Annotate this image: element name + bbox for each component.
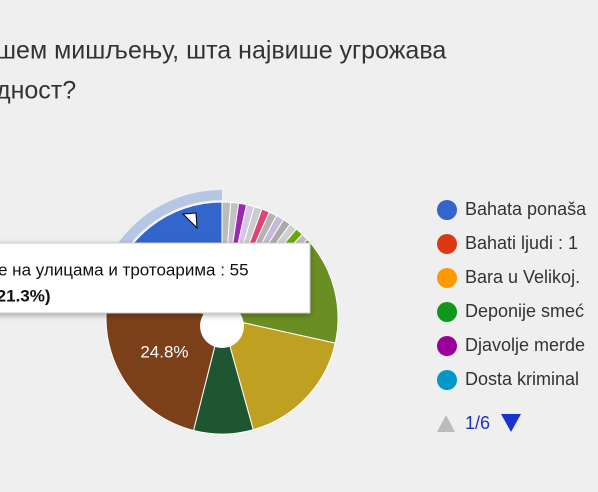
legend-swatch [437, 268, 457, 288]
tooltip: е на улицама и тротоарима : 55 (21.3%) [0, 242, 311, 314]
legend-swatch [437, 200, 457, 220]
tooltip-box [0, 242, 311, 314]
legend-label: Bahata ponaša [465, 199, 587, 219]
title-line: шем мишљењу, шта највише угрожава [0, 37, 446, 65]
title-line: дност? [0, 77, 76, 105]
tooltip-text: е на улицама и тротоарима : 55 [0, 260, 249, 279]
legend-swatch [437, 370, 457, 390]
next-page[interactable] [501, 414, 521, 432]
page-indicator: 1/6 [465, 413, 490, 433]
prev-page[interactable] [437, 415, 455, 432]
legend-swatch [437, 234, 457, 254]
pie-hole [200, 304, 244, 348]
slice-label: 24.8% [140, 342, 188, 361]
legend-label: Dosta kriminal [465, 369, 579, 389]
legend-label: Deponije smeć [465, 301, 584, 321]
legend-label: Bahati ljudi : 1 [465, 233, 578, 253]
legend-label: Djavolje merde [465, 335, 585, 355]
legend-label: Bara u Velikoj. [465, 267, 580, 287]
tooltip-text: (21.3%) [0, 286, 51, 305]
legend-swatch [437, 302, 457, 322]
legend-swatch [437, 336, 457, 356]
legend: Bahata ponaša Bahati ljudi : 1 Bara u Veli… [437, 199, 587, 390]
cursor [181, 212, 198, 230]
pagination: 1/6 [437, 413, 521, 433]
slice [221, 317, 336, 431]
